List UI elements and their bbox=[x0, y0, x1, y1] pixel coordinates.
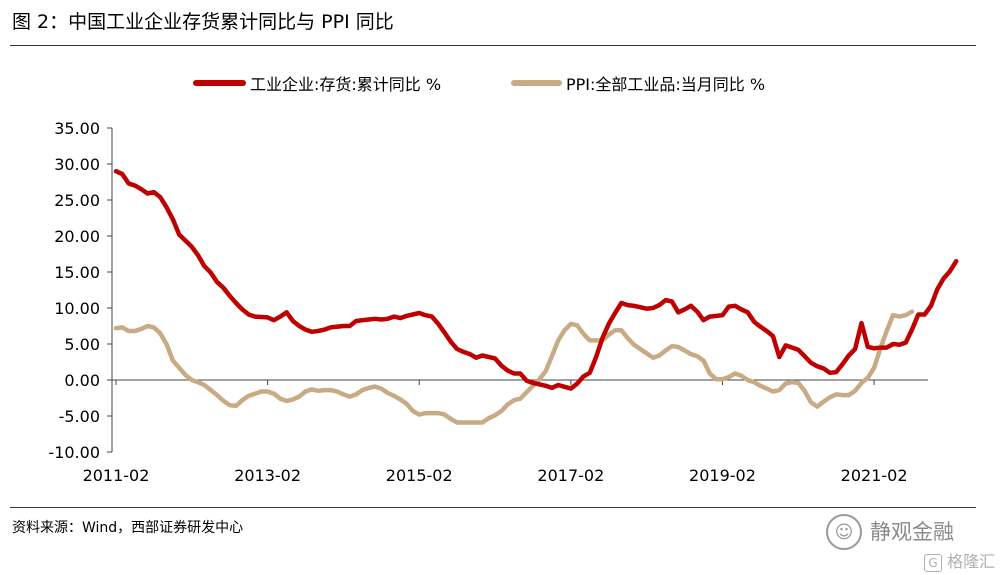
legend: 工业企业:存货:累计同比 % PPI:全部工业品:当月同比 % bbox=[193, 75, 765, 94]
series-group bbox=[113, 168, 959, 425]
x-tick-label: 2019-02 bbox=[689, 466, 756, 485]
y-tick-label: -10.00 bbox=[48, 443, 100, 462]
watermark: ☺ 静观金融 G 格隆汇 bbox=[826, 512, 996, 572]
source-divider bbox=[10, 507, 976, 508]
chart-title: 图 2：中国工业企业存货累计同比与 PPI 同比 bbox=[12, 11, 394, 33]
x-tick-label: 2017-02 bbox=[537, 466, 604, 485]
legend-label-inventory: 工业企业:存货:累计同比 % bbox=[250, 75, 441, 94]
y-tick-label: 35.00 bbox=[54, 119, 100, 138]
y-tick-label: 20.00 bbox=[54, 227, 100, 246]
series-line-ppi bbox=[113, 309, 915, 425]
y-tick-label: 0.00 bbox=[64, 371, 100, 390]
y-tick-label: 15.00 bbox=[54, 263, 100, 282]
x-tick-label: 2015-02 bbox=[386, 466, 453, 485]
y-tick-label: 30.00 bbox=[54, 155, 100, 174]
source-note: 资料来源：Wind，西部证券研发中心 bbox=[12, 520, 244, 536]
y-tick-label: 5.00 bbox=[64, 335, 100, 354]
x-tick-label: 2011-02 bbox=[83, 466, 150, 485]
wechat-icon: ☺ bbox=[826, 514, 862, 550]
x-tick-label: 2013-02 bbox=[234, 466, 301, 485]
line-chart: 工业企业:存货:累计同比 % PPI:全部工业品:当月同比 % 35.00 30.… bbox=[48, 75, 959, 485]
y-tick-label: 10.00 bbox=[54, 299, 100, 318]
watermark-text: 静观金融 bbox=[870, 520, 954, 544]
watermark-brand: G 格隆汇 bbox=[924, 548, 995, 572]
x-tick-label: 2021-02 bbox=[841, 466, 908, 485]
g-logo-icon: G bbox=[924, 553, 942, 572]
watermark-brand-label: 格隆汇 bbox=[947, 552, 996, 571]
legend-label-ppi: PPI:全部工业品:当月同比 % bbox=[566, 75, 765, 94]
series-line-inventory bbox=[113, 168, 959, 391]
axes: 35.00 30.00 25.00 20.00 15.00 10.00 5.00 0.00 -5… bbox=[48, 119, 928, 485]
y-tick-label: 25.00 bbox=[54, 191, 100, 210]
title-divider bbox=[10, 45, 976, 46]
y-tick-label: -5.00 bbox=[59, 407, 100, 426]
